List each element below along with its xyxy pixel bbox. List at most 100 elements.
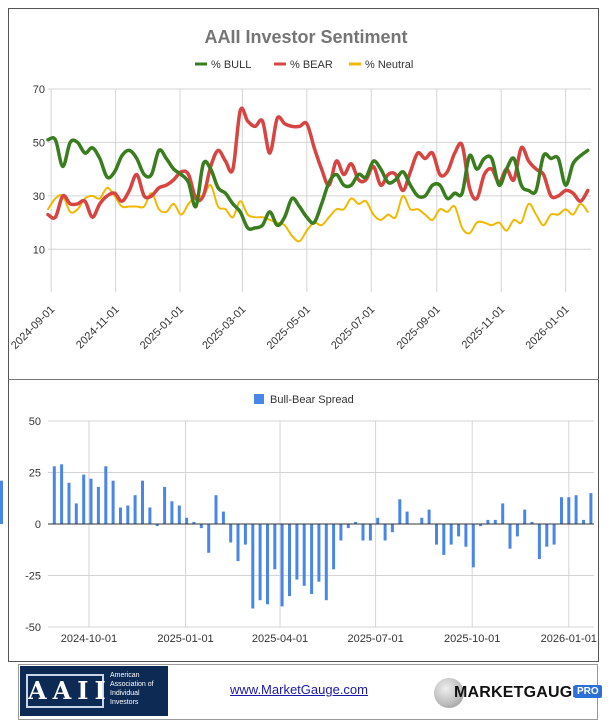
spread-bar xyxy=(398,499,402,524)
chart-frame xyxy=(8,8,599,662)
spread-bar xyxy=(89,478,93,524)
spread-bar xyxy=(464,524,468,547)
y-tick-label: 70 xyxy=(33,84,45,96)
spread-bar xyxy=(435,524,438,545)
spread-bar xyxy=(163,486,167,524)
spread-bar xyxy=(141,480,144,524)
spread-bar xyxy=(442,524,446,555)
legend: % BULL % BEAR % Neutral xyxy=(195,59,413,71)
spread-bar xyxy=(302,524,306,586)
aaii-logo-mark: AAII xyxy=(26,674,106,708)
spread-bar xyxy=(390,524,394,533)
spread-bar xyxy=(310,524,314,594)
spread-bar xyxy=(67,482,71,524)
spread-bar xyxy=(280,524,284,607)
spread-bar xyxy=(361,524,365,541)
spread-bar xyxy=(133,495,137,524)
spread-bar xyxy=(376,517,380,524)
series-line-neutral xyxy=(47,184,589,243)
spread-bar xyxy=(560,497,563,524)
spread-bar xyxy=(317,524,321,582)
spread-bar xyxy=(368,524,372,541)
spread-bar xyxy=(501,503,505,524)
x-tick-label: 2025-07-01 xyxy=(329,304,377,352)
spread-bar xyxy=(332,524,336,570)
spread-bar xyxy=(582,519,585,524)
spread-bar xyxy=(523,509,527,524)
chart-divider xyxy=(8,379,599,380)
spread-bar xyxy=(545,524,549,547)
spread-bar xyxy=(288,524,291,597)
x-tick-label: 2024-09-01 xyxy=(9,304,57,352)
legend-spread-swatch xyxy=(254,394,264,404)
spread-bar xyxy=(199,524,203,529)
x-tick-label: 2025-03-01 xyxy=(200,304,248,352)
series-line-bull xyxy=(46,136,590,231)
series-lines xyxy=(46,106,590,243)
spread-bar xyxy=(324,524,328,601)
chart-title: AAII Investor Sentiment xyxy=(204,27,407,47)
spread-bar xyxy=(192,521,196,524)
spread-bar xyxy=(214,495,218,524)
spread-bar xyxy=(530,521,534,524)
spread-bar xyxy=(552,524,556,545)
y-tick-label: -50 xyxy=(25,622,41,634)
marketgauge-link[interactable]: www.MarketGauge.com xyxy=(230,682,368,697)
x-tick-label: 2025-04-01 xyxy=(252,633,308,645)
x-axis: 2024-09-01 2024-11-01 2025-01-01 2025-03-01… xyxy=(9,304,572,352)
globe-icon xyxy=(434,678,464,708)
spread-bar xyxy=(236,524,240,562)
spread-bar xyxy=(96,486,100,524)
y-tick-label: 50 xyxy=(29,416,41,428)
spread-bar xyxy=(266,524,269,605)
spread-bar xyxy=(82,474,86,524)
spread-bar xyxy=(119,507,122,524)
legend-bear-label: % BEAR xyxy=(290,59,333,71)
spread-bar xyxy=(567,497,571,524)
y-tick-label: 30 xyxy=(33,191,45,203)
pro-badge: PRO xyxy=(574,685,602,698)
series-line-bear xyxy=(46,106,590,220)
y-tick-label: 50 xyxy=(33,137,45,149)
spread-bar xyxy=(295,524,299,580)
legend-spread-label: Bull-Bear Spread xyxy=(270,394,354,406)
spread-bar xyxy=(0,480,3,524)
spread-bar xyxy=(0,503,3,524)
spread-bar xyxy=(177,505,181,524)
x-tick-label: 2024-10-01 xyxy=(61,633,117,645)
spread-bar xyxy=(339,524,343,541)
spread-bar xyxy=(508,524,512,549)
marketgauge-brand: MARKETGAUGE xyxy=(454,684,584,701)
aaii-logo: AAII American Association of Individual … xyxy=(20,666,168,716)
spread-bar xyxy=(104,466,108,524)
spread-bar xyxy=(258,524,262,601)
y-axis: -50 -25 0 25 50 xyxy=(25,416,41,634)
spread-bar xyxy=(229,524,233,543)
x-tick-label: 2025-01-01 xyxy=(157,633,213,645)
spread-bar xyxy=(273,524,277,570)
grid xyxy=(48,88,591,292)
bars xyxy=(0,464,594,609)
x-axis: 2024-10-01 2025-01-01 2025-04-01 2025-07-01… xyxy=(61,633,597,645)
spread-bar xyxy=(148,507,152,524)
spread-bar xyxy=(479,524,483,527)
spread-bar xyxy=(60,464,64,524)
spread-bar xyxy=(574,495,578,524)
x-tick-label: 2025-11-01 xyxy=(460,304,508,352)
legend-bull-label: % BULL xyxy=(211,59,251,71)
x-tick-label: 2025-09-01 xyxy=(395,304,443,352)
x-tick-label: 2024-11-01 xyxy=(74,304,122,352)
spread-bar xyxy=(457,524,461,537)
spread-bar xyxy=(589,493,593,524)
spread-bar xyxy=(126,505,130,524)
spread-bar xyxy=(221,511,225,524)
y-tick-label: 10 xyxy=(33,244,45,256)
x-tick-label: 2026-01-01 xyxy=(541,633,597,645)
legend-neutral-label: % Neutral xyxy=(365,59,413,71)
spread-bar xyxy=(405,511,409,524)
spread-bar xyxy=(493,519,497,524)
spread-bar xyxy=(420,517,424,524)
spread-bar xyxy=(111,480,115,524)
x-tick-label: 2025-07-01 xyxy=(347,633,403,645)
